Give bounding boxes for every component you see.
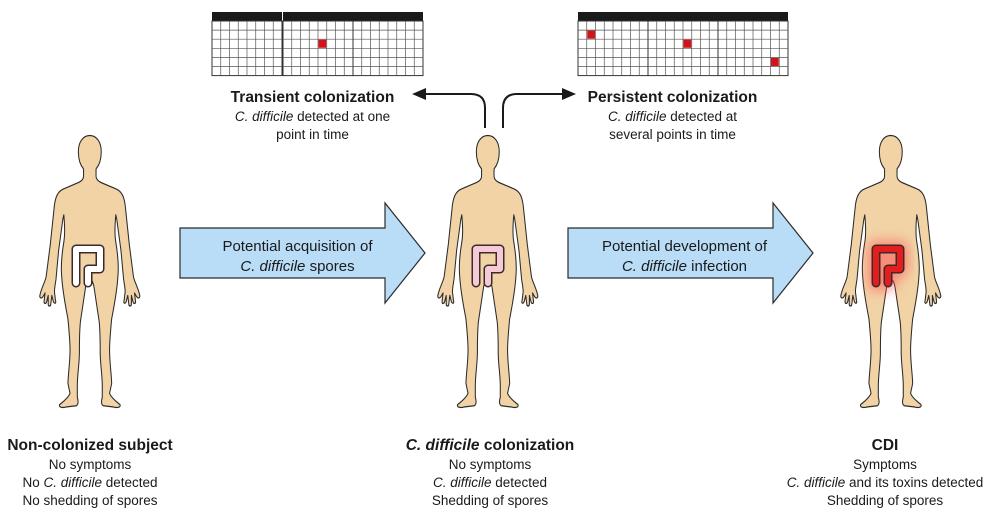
calendar-grid-icon — [282, 12, 354, 77]
transient-colonization-label: Transient colonization C. difficile dete… — [205, 88, 420, 144]
persistent-line2: several points in time — [609, 127, 736, 142]
cdi-line1: Symptoms — [853, 457, 917, 472]
arrow-development-line2: C. difficile infection — [621, 258, 748, 275]
large-intestine-icon — [868, 241, 908, 291]
persistent-line1: C. difficile detected at — [607, 109, 738, 124]
calendar-grid-icon — [647, 12, 719, 77]
colonized-title: C. difficile colonization — [405, 437, 575, 454]
large-intestine-icon — [471, 244, 505, 288]
calendar-grid-icon — [717, 12, 789, 77]
cdi-line2: C. difficile and its toxins detected — [786, 475, 984, 490]
arrow-acquisition-line2: C. difficile spores — [240, 258, 355, 275]
colonized-caption: C. difficile colonization No symptoms C.… — [375, 436, 605, 510]
transient-line1: C. difficile detected at one — [234, 109, 391, 124]
arrow-development-label: Potential development of C. difficile in… — [572, 237, 797, 277]
noncolonized-line3: No shedding of spores — [22, 493, 158, 508]
colonized-line1: No symptoms — [448, 457, 532, 472]
noncolonized-caption: Non-colonized subject No symptoms No C. … — [0, 436, 180, 510]
arrow-acquisition-line1: Potential acquisition of — [222, 238, 373, 255]
arrow-development-line1: Potential development of — [601, 238, 768, 255]
large-intestine-icon — [71, 244, 105, 288]
cdi-line3: Shedding of spores — [826, 493, 944, 508]
cdi-caption: CDI Symptoms C. difficile and its toxins… — [772, 436, 998, 510]
development-arrow — [567, 201, 814, 305]
arrow-acquisition-label: Potential acquisition of C. difficile sp… — [185, 237, 410, 277]
transient-arrow — [412, 88, 486, 128]
noncolonized-line1: No symptoms — [48, 457, 132, 472]
calendar-grid-icon — [352, 12, 424, 77]
colonized-line2: C. difficile detected — [432, 475, 548, 490]
persistent-title: Persistent colonization — [587, 89, 758, 106]
noncolonized-line2: No C. difficile detected — [22, 475, 158, 490]
noncolonized-title: Non-colonized subject — [7, 437, 173, 454]
persistent-colonization-label: Persistent colonization C. difficile det… — [565, 88, 780, 144]
transient-line2: point in time — [276, 127, 349, 142]
acquisition-arrow — [179, 201, 426, 305]
calendar-grid-icon — [211, 12, 283, 77]
colonized-line3: Shedding of spores — [431, 493, 549, 508]
cdi-title: CDI — [871, 437, 899, 454]
transient-title: Transient colonization — [230, 89, 395, 106]
calendar-grid-icon — [577, 12, 649, 77]
persistent-arrow — [502, 88, 576, 128]
